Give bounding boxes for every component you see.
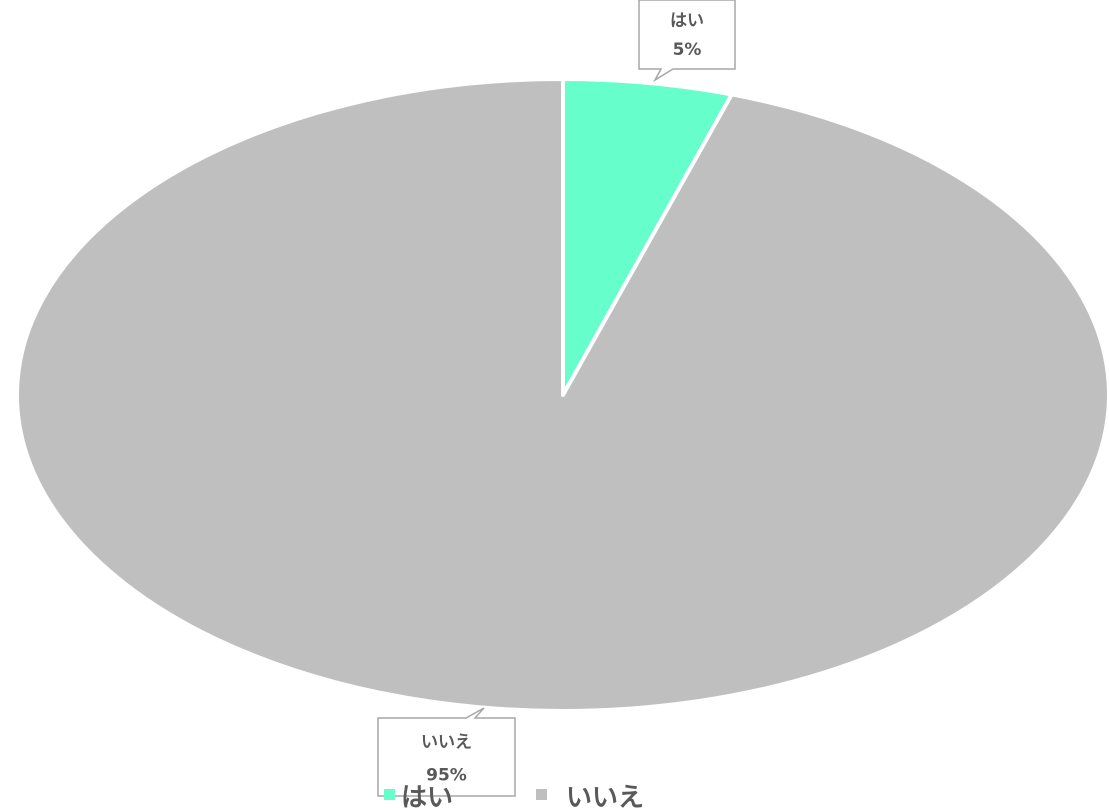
pie-slices xyxy=(15,77,1109,713)
data-label-value: 5% xyxy=(673,40,702,60)
legend-label: はい xyxy=(401,783,453,808)
data-label-category: はい xyxy=(670,11,704,31)
data-label-2: いいえ 95% xyxy=(377,707,516,797)
data-label-box xyxy=(377,707,516,797)
data-label-1: はい 5% xyxy=(638,0,736,83)
data-label-value: 95% xyxy=(426,765,467,785)
legend: はい いいえ xyxy=(384,783,644,808)
legend-entry-1: はい xyxy=(384,783,453,808)
data-label-category: いいえ xyxy=(421,733,472,753)
legend-swatch xyxy=(536,789,547,800)
data-labels: はい 5% いいえ 95% xyxy=(377,0,736,797)
legend-label: いいえ xyxy=(566,783,644,808)
pie-slice-2 xyxy=(15,77,1109,713)
data-label-box xyxy=(638,0,736,83)
legend-entry-2: いいえ xyxy=(536,783,644,808)
legend-swatch xyxy=(384,789,395,800)
